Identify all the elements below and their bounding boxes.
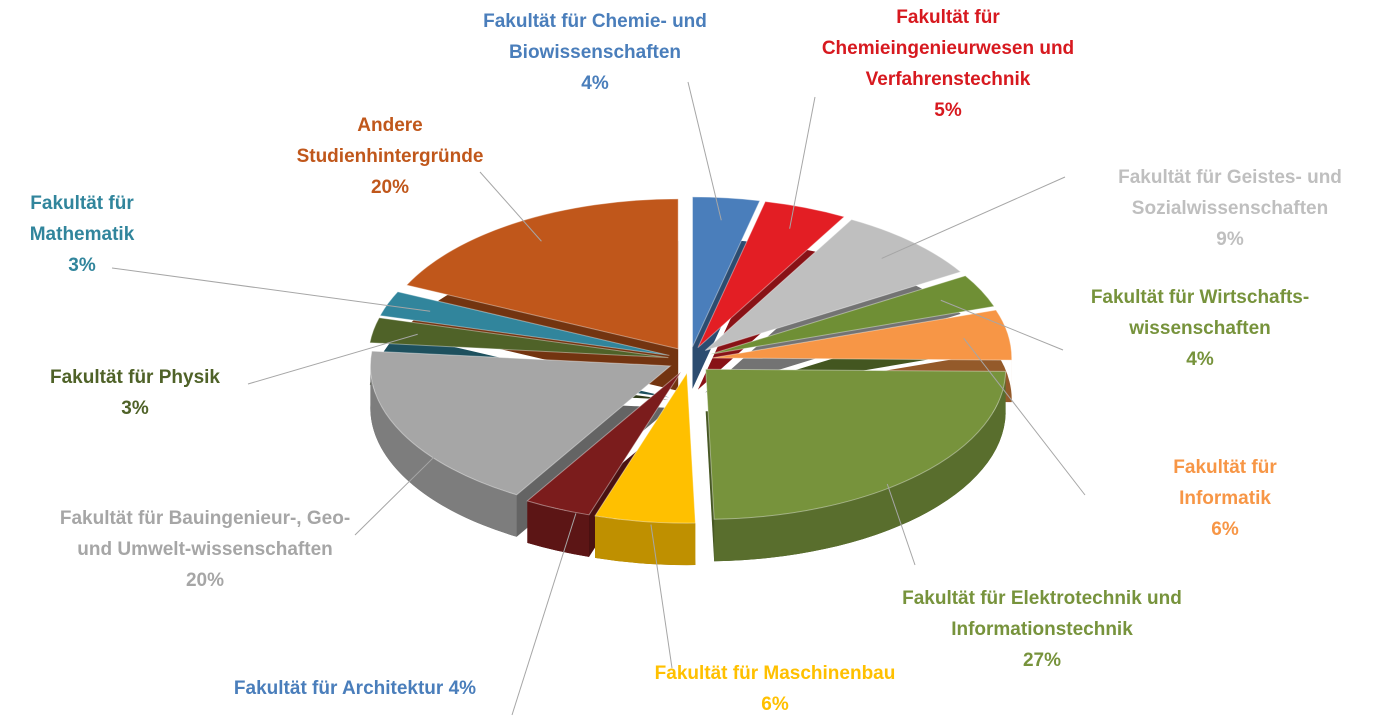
data-label: Fakultät für Physik 3% xyxy=(10,362,260,424)
slice xyxy=(711,309,1013,361)
slice xyxy=(705,368,1007,520)
leader-line xyxy=(479,171,542,242)
value-label: 20% xyxy=(370,177,410,198)
category-name: Fakultät für Elektrotechnik und Informat… xyxy=(902,588,1182,640)
leader-line xyxy=(247,333,418,385)
value-label: 3% xyxy=(121,398,149,419)
leader-line xyxy=(687,81,722,221)
value-label: 4% xyxy=(581,73,609,94)
value-label: 4% xyxy=(448,678,477,699)
value-label: 3% xyxy=(68,255,96,276)
category-name: Fakultät für Mathematik xyxy=(29,193,135,245)
leader-line xyxy=(511,513,577,716)
leader-line xyxy=(354,448,444,536)
leader-line xyxy=(650,524,673,669)
data-label: Fakultät für Wirtschafts-wissenschaften 4… xyxy=(1055,282,1345,375)
data-label: Fakultät für Elektrotechnik und Informat… xyxy=(877,583,1207,676)
category-name: Fakultät für Wirtschafts-wissenschaften xyxy=(1090,287,1310,339)
data-label: Fakultät für Chemie- und Biowissenschaft… xyxy=(460,6,730,99)
slice-side xyxy=(714,371,1006,562)
value-label: 20% xyxy=(185,570,225,591)
leader-line xyxy=(886,483,916,566)
category-name: Fakultät für Chemieingenieurwesen und Ve… xyxy=(821,7,1075,90)
slice-side xyxy=(370,365,517,537)
slice xyxy=(691,196,761,348)
slice xyxy=(594,371,696,524)
data-label: Fakultät für Mathematik 3% xyxy=(0,188,182,281)
data-label: Fakultät für Geistes- und Sozialwissensc… xyxy=(1080,162,1376,255)
category-name: Andere Studienhintergründe xyxy=(296,115,484,167)
leader-line xyxy=(881,176,1066,259)
category-name: Fakultät für Maschinenbau xyxy=(654,663,896,684)
category-name: Fakultät für Informatik xyxy=(1173,457,1277,509)
leader-line xyxy=(940,299,1064,351)
value-label: 9% xyxy=(1216,229,1244,250)
data-label: Fakultät für Bauingenieur-, Geo- und Umw… xyxy=(50,503,360,596)
slice xyxy=(704,218,962,351)
data-label: Fakultät für Maschinenbau 6% xyxy=(565,658,985,720)
value-label: 5% xyxy=(934,100,962,121)
category-name: Fakultät für Physik xyxy=(50,367,220,388)
category-name: Fakultät für Architektur xyxy=(233,678,444,699)
category-name: Fakultät für Geistes- und Sozialwissensc… xyxy=(1118,167,1342,219)
slice xyxy=(697,200,846,349)
slice xyxy=(526,371,682,516)
slice-side xyxy=(527,500,590,557)
leader-line xyxy=(963,337,1086,496)
data-label: Fakultät für Chemieingenieurwesen und Ve… xyxy=(798,2,1098,126)
category-name: Fakultät für Chemie- und Biowissenschaft… xyxy=(483,11,707,63)
slice xyxy=(709,275,996,355)
data-label: Fakultät für Informatik 6% xyxy=(1125,452,1325,545)
slice xyxy=(369,317,669,359)
value-label: 6% xyxy=(761,694,789,715)
value-label: 27% xyxy=(1022,650,1062,671)
category-name: Fakultät für Bauingenieur-, Geo- und Umw… xyxy=(59,508,351,560)
value-label: 4% xyxy=(1186,349,1214,370)
leader-line xyxy=(111,267,431,312)
slice xyxy=(369,350,672,496)
value-label: 6% xyxy=(1211,519,1239,540)
slice-side xyxy=(594,515,696,566)
data-label: Andere Studienhintergründe 20% xyxy=(285,110,495,203)
slice xyxy=(405,198,679,350)
leader-line xyxy=(789,96,816,229)
data-label: Fakultät für Architektur 4% xyxy=(145,673,565,704)
slice xyxy=(379,291,670,356)
